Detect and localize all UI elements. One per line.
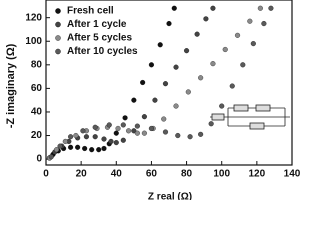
legend-label: After 1 cycle — [67, 19, 127, 30]
data-point — [113, 130, 119, 136]
legend-marker — [55, 8, 61, 14]
data-point — [120, 137, 126, 143]
data-point — [141, 114, 147, 120]
y-tick-label: 20 — [31, 130, 43, 141]
legend-marker — [55, 21, 61, 28]
legend-label: Fresh cell — [67, 6, 114, 17]
y-tick-label: 60 — [31, 83, 43, 94]
data-point — [171, 5, 177, 11]
data-point — [53, 147, 60, 153]
data-point — [268, 5, 274, 11]
legend-marker — [55, 35, 61, 41]
data-point — [219, 103, 225, 109]
circuit-element — [255, 104, 271, 112]
y-tick-label: 0 — [36, 154, 42, 165]
data-point — [162, 129, 169, 135]
data-point — [257, 5, 263, 11]
data-point — [68, 134, 74, 140]
circuit-element — [233, 104, 249, 112]
data-point — [222, 46, 228, 53]
circuit-inset — [210, 104, 290, 130]
data-point — [148, 125, 154, 132]
data-point — [198, 75, 204, 81]
plot-frame — [45, 0, 293, 166]
data-point — [82, 145, 88, 152]
data-point — [240, 62, 246, 68]
data-point — [187, 134, 193, 140]
data-point — [140, 79, 146, 86]
data-point — [166, 21, 172, 27]
data-point — [96, 147, 102, 153]
data-point — [122, 115, 128, 121]
data-point — [115, 125, 121, 132]
y-tick-label: 40 — [31, 107, 43, 118]
x-tick-label: 140 — [284, 169, 300, 180]
data-point — [210, 61, 216, 67]
data-point — [198, 131, 204, 137]
data-point — [75, 144, 81, 150]
x-tick-label: 100 — [213, 169, 230, 180]
data-point — [134, 130, 140, 136]
data-point — [173, 64, 179, 70]
data-point — [126, 128, 132, 134]
data-point — [175, 132, 181, 139]
data-point — [161, 116, 167, 122]
data-point — [210, 5, 216, 11]
data-point — [131, 128, 137, 134]
data-point — [106, 122, 112, 128]
data-point — [250, 41, 256, 47]
data-point — [148, 62, 154, 68]
data-point — [120, 122, 126, 128]
data-point — [92, 124, 98, 130]
circuit-element — [249, 122, 265, 130]
chart: Z real (Ω) -Z imaginary (Ω) 0 20 40 60 80 100… — [5, 0, 300, 200]
legend-label: After 5 cycles — [67, 33, 132, 44]
data-point — [247, 18, 253, 24]
data-point — [173, 103, 179, 109]
x-tick-label: 0 — [43, 169, 49, 180]
data-point — [89, 147, 95, 153]
y-axis-label: -Z imaginary (Ω) — [5, 43, 17, 128]
data-point — [83, 134, 89, 140]
x-tick-label: 80 — [181, 169, 193, 180]
data-point — [185, 89, 191, 95]
data-point — [152, 97, 158, 103]
x-tick-label: 120 — [249, 169, 266, 180]
data-point — [92, 134, 98, 140]
data-point — [208, 121, 214, 127]
data-point — [229, 83, 235, 89]
y-tick-label: 100 — [25, 36, 42, 47]
data-point — [73, 132, 79, 139]
data-point — [194, 31, 200, 37]
data-point — [131, 97, 137, 103]
data-point — [203, 16, 209, 22]
data-point — [184, 48, 190, 54]
data-point — [113, 140, 119, 146]
y-tick-label: 80 — [31, 59, 43, 70]
y-tick-label: 120 — [25, 12, 42, 23]
data-point — [101, 136, 107, 142]
data-point — [62, 138, 68, 144]
data-point — [134, 123, 140, 129]
data-point — [48, 154, 54, 160]
legend-label: After 10 cycles — [67, 46, 138, 57]
data-point — [157, 42, 163, 48]
data-point — [162, 81, 169, 87]
data-point — [68, 144, 74, 150]
x-tick-label: 20 — [76, 169, 88, 180]
data-point — [261, 21, 267, 27]
x-tick-label: 40 — [111, 169, 123, 180]
data-point — [101, 145, 107, 152]
x-axis-label: Z real (Ω) — [148, 192, 192, 200]
circuit-element — [211, 113, 225, 121]
data-point — [108, 138, 114, 144]
data-point — [141, 130, 147, 136]
legend-marker — [55, 48, 61, 55]
x-tick-label: 60 — [146, 169, 158, 180]
data-point — [80, 128, 86, 134]
data-point — [234, 32, 241, 38]
data-point — [57, 143, 63, 149]
